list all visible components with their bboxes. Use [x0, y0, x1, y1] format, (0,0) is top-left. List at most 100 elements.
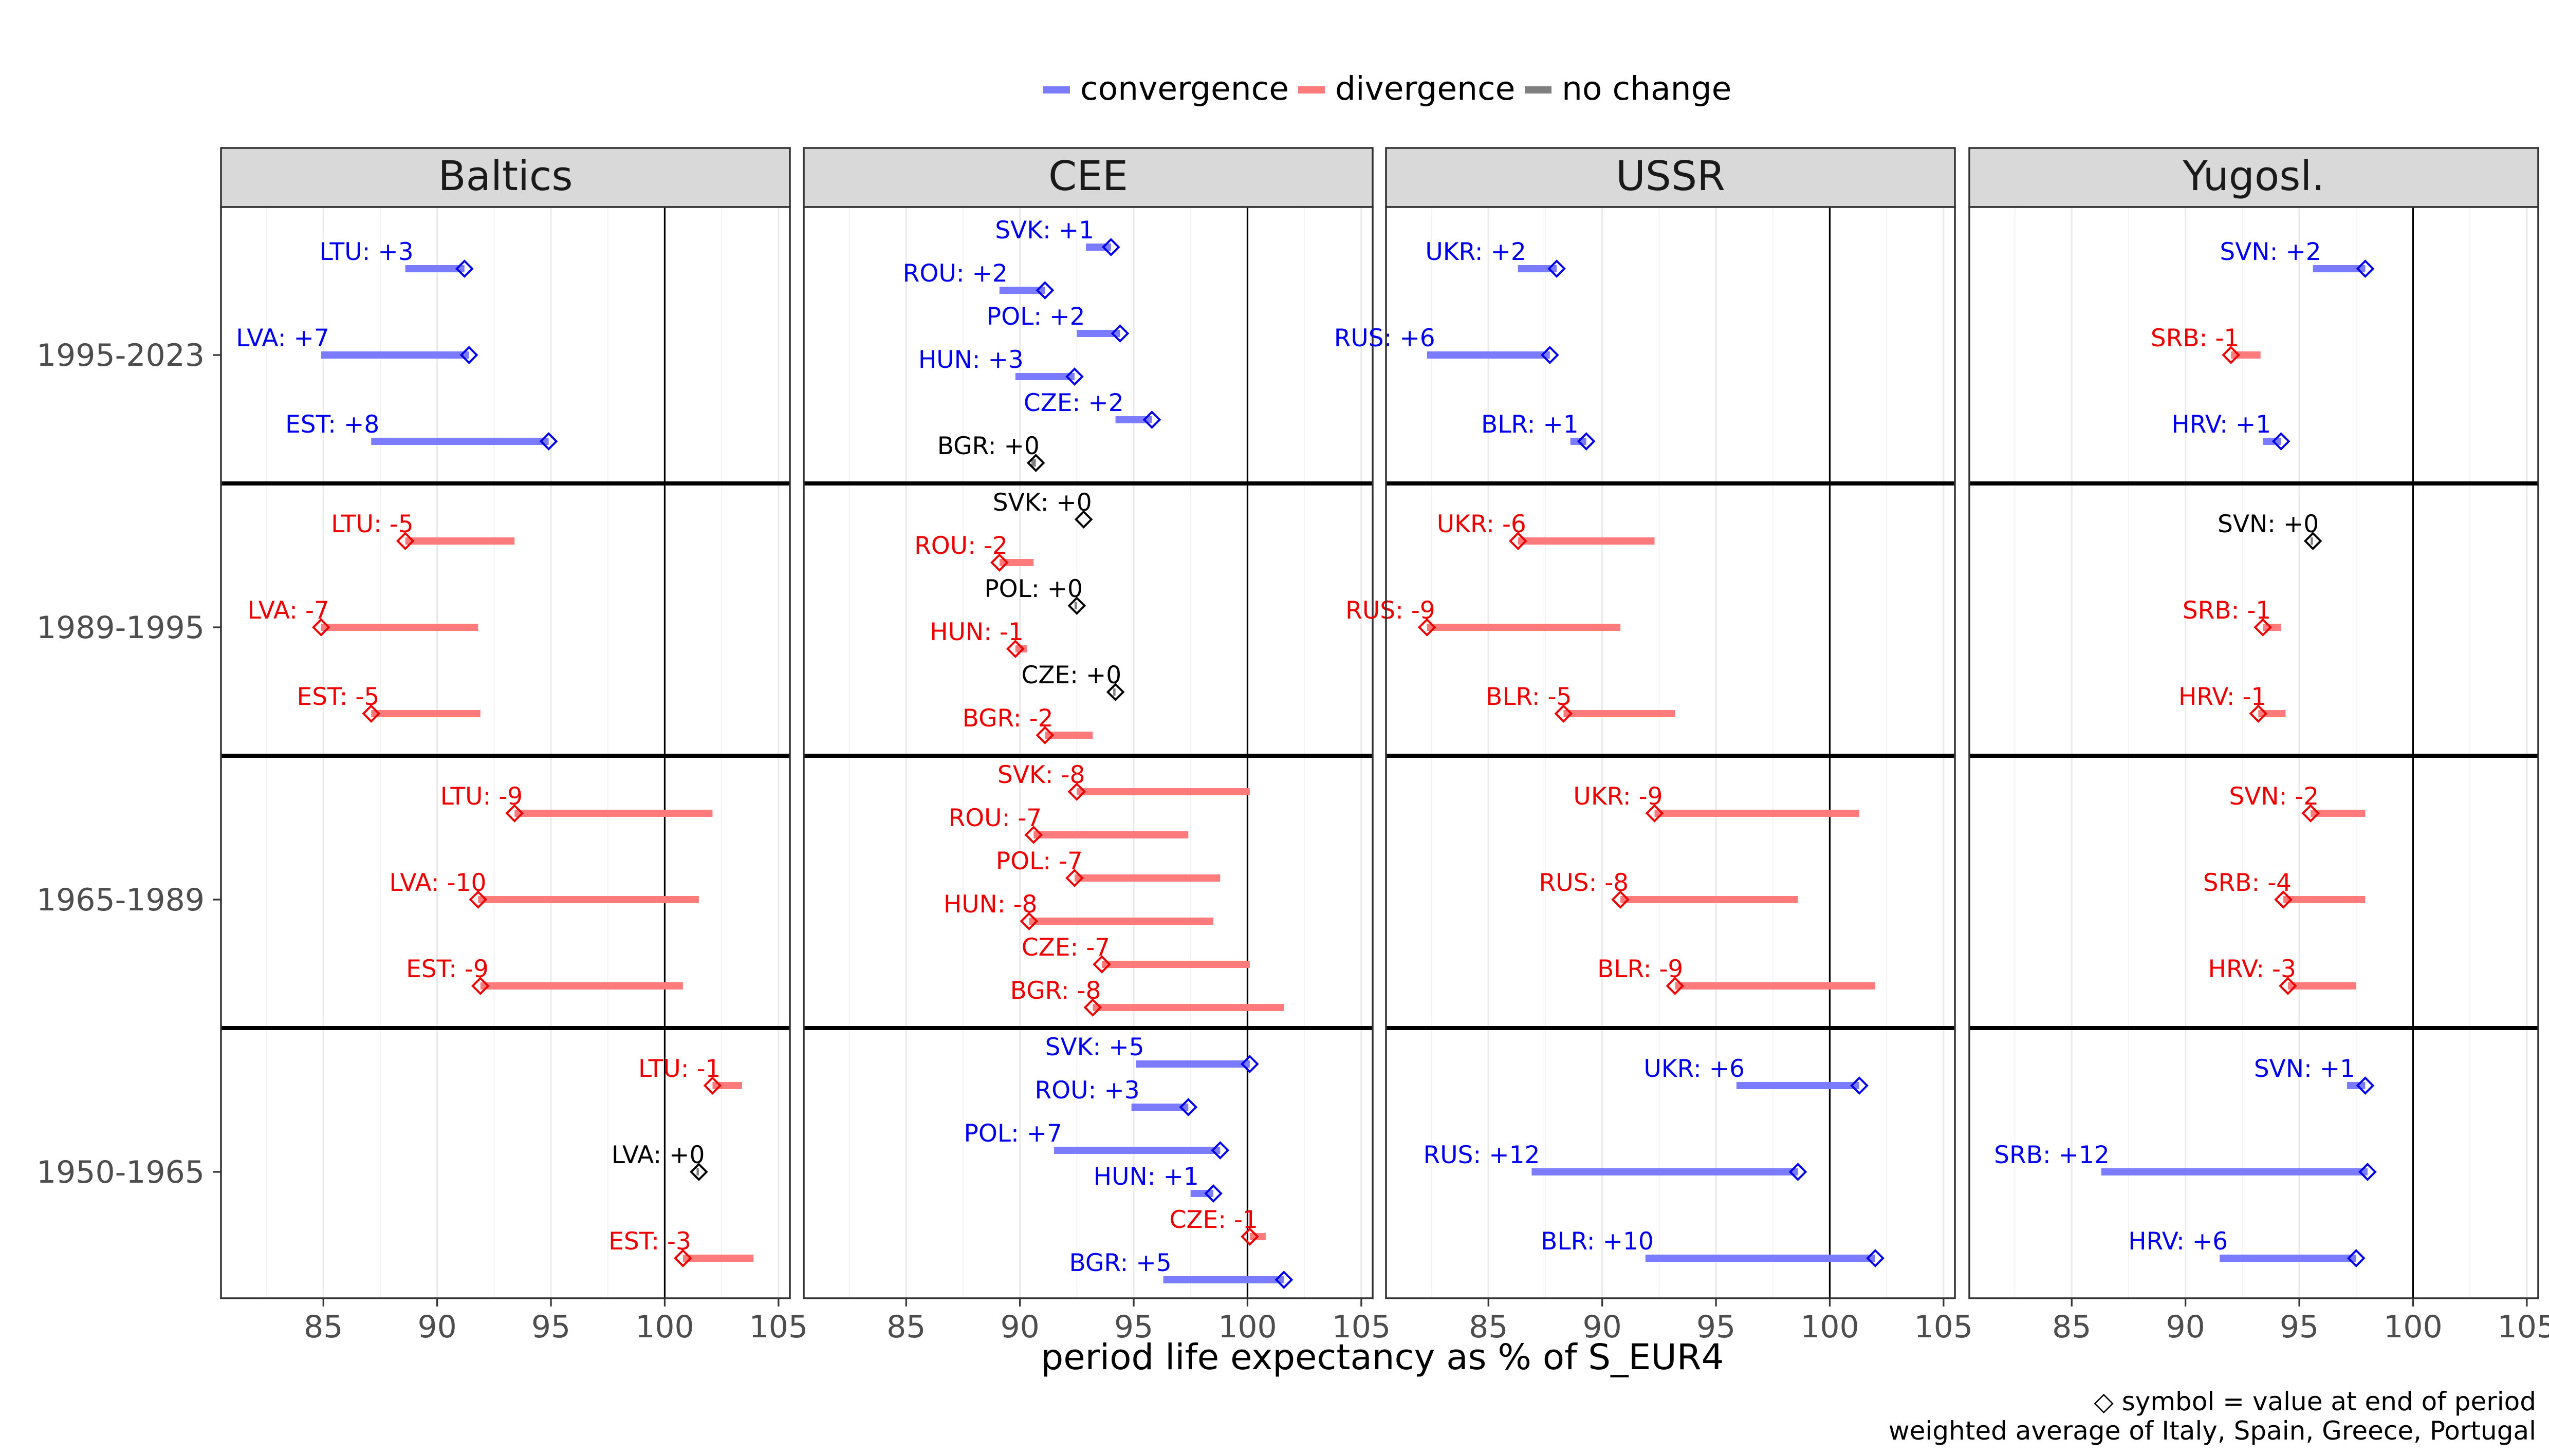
end-value-diamond — [1417, 618, 1436, 637]
end-value-diamond — [2249, 704, 2268, 723]
panel-background — [221, 207, 790, 1298]
end-value-diamond — [2358, 1163, 2377, 1181]
end-value-diamond — [1666, 977, 1685, 995]
x-tick-label: 90 — [1582, 1309, 1621, 1345]
x-tick-label: 85 — [304, 1309, 343, 1345]
end-value-diamond — [1083, 998, 1102, 1017]
data-label: POL: +2 — [987, 303, 1085, 331]
end-value-diamond — [1866, 1249, 1885, 1267]
end-value-diamond — [1788, 1163, 1807, 1181]
data-label: EST: +8 — [285, 410, 379, 439]
panel-title: CEE — [1048, 153, 1128, 200]
end-value-diamond — [2356, 1076, 2375, 1095]
data-label: BLR: +10 — [1541, 1227, 1654, 1256]
end-value-diamond — [1006, 640, 1025, 658]
end-value-diamond — [471, 977, 490, 995]
y-axis-period-labels: 1995-2023 1989-1995 1965-1989 1950-1965 — [36, 338, 221, 1190]
x-tick-label: 105 — [1332, 1309, 1391, 1345]
data-label: EST: -9 — [406, 955, 489, 983]
data-label: SVN: +2 — [2220, 238, 2321, 266]
data-label: BLR: +1 — [1481, 410, 1579, 439]
panel-border — [220, 206, 791, 1299]
dumbbell-lva-1989-1995: LVA: -7 — [248, 596, 478, 637]
dumbbell-hun-1995-2023: HUN: +3 — [918, 346, 1084, 386]
data-label: UKR: +2 — [1425, 238, 1526, 266]
data-label: LVA: -10 — [389, 869, 486, 897]
data-label: RUS: -8 — [1539, 869, 1629, 897]
dumbbell-svn-1950-1965: SVN: +1 — [2254, 1055, 2375, 1095]
data-label: POL: -7 — [996, 847, 1083, 875]
data-label: HRV: +1 — [2171, 410, 2271, 439]
x-tick-label: 85 — [2052, 1309, 2091, 1345]
dumbbell-svk-1950-1965: SVK: +5 — [1045, 1033, 1259, 1073]
end-value-diamond — [1036, 726, 1055, 744]
data-label: UKR: -9 — [1573, 782, 1663, 811]
end-value-diamond — [1540, 346, 1559, 364]
end-value-diamond — [505, 804, 524, 823]
dumbbell-ltu-1989-1995: LTU: -5 — [331, 510, 515, 550]
end-value-diamond — [674, 1249, 692, 1267]
end-value-diamond — [1074, 510, 1093, 529]
end-value-diamond — [1645, 804, 1664, 823]
dumbbell-pol-1995-2023: POL: +2 — [987, 303, 1130, 343]
data-label: SVN: +0 — [2218, 510, 2319, 538]
panel-border — [1968, 206, 2539, 1299]
data-label: BGR: +0 — [937, 432, 1040, 460]
x-tick-label: 85 — [886, 1309, 926, 1345]
panel-title: Yugosl. — [2183, 153, 2325, 200]
end-value-diamond — [2271, 432, 2291, 451]
end-value-diamond — [1547, 259, 1566, 278]
dumbbell-hrv-1995-2023: HRV: +1 — [2171, 410, 2291, 451]
dumbbell-rus-1965-1989: RUS: -8 — [1539, 869, 1798, 909]
panel-title: USSR — [1616, 153, 1725, 200]
dumbbell-rus-1950-1965: RUS: +12 — [1424, 1141, 1807, 1181]
data-label: SVN: -2 — [2229, 782, 2319, 811]
x-tick-label: 90 — [1000, 1309, 1039, 1345]
x-tick-label: 95 — [1696, 1309, 1735, 1345]
end-value-diamond — [1111, 324, 1130, 343]
dumbbell-svn-1965-1989: SVN: -2 — [2229, 782, 2366, 823]
y-tick-label: 1989-1995 — [36, 610, 205, 646]
dumbbell-rus-1989-1995: RUS: -9 — [1345, 596, 1621, 637]
data-label: RUS: +6 — [1334, 324, 1435, 352]
end-value-diamond — [2303, 532, 2322, 550]
dumbbell-blr-1965-1989: BLR: -9 — [1597, 955, 1876, 995]
data-label: ROU: -2 — [914, 532, 1008, 560]
x-tick-label: 90 — [2166, 1309, 2205, 1345]
end-value-diamond — [1020, 912, 1039, 930]
dumbbell-est-1995-2023: EST: +8 — [285, 410, 558, 451]
dumbbell-pol-1950-1965: POL: +7 — [964, 1119, 1230, 1160]
dumbbell-bgr-1950-1965: BGR: +5 — [1069, 1249, 1294, 1289]
end-value-diamond — [2279, 977, 2297, 995]
end-value-diamond — [1067, 782, 1086, 801]
dumbbell-rus-1995-2023: RUS: +6 — [1334, 324, 1559, 364]
panel-strip — [1968, 147, 2539, 208]
panel-background — [1386, 207, 1955, 1298]
y-tick-label: 1995-2023 — [36, 338, 205, 374]
dumbbell-blr-1995-2023: BLR: +1 — [1481, 410, 1596, 451]
dumbbell-svk-1989-1995: SVK: +0 — [993, 489, 1093, 529]
end-value-diamond — [690, 1163, 708, 1181]
x-tick-label: 105 — [749, 1309, 808, 1345]
data-label: HUN: -1 — [930, 618, 1024, 646]
end-value-diamond — [990, 553, 1009, 572]
dumbbell-ukr-1989-1995: UKR: -6 — [1437, 510, 1655, 550]
data-label: ROU: +3 — [1035, 1076, 1140, 1105]
data-label: UKR: +6 — [1643, 1055, 1745, 1083]
x-tick-label: 100 — [1218, 1309, 1277, 1345]
data-label: HUN: -8 — [944, 890, 1038, 919]
end-value-diamond — [2301, 804, 2320, 823]
dumbbell-svk-1965-1989: SVK: -8 — [998, 761, 1250, 801]
end-value-diamond — [1850, 1076, 1869, 1095]
end-value-diamond — [703, 1076, 722, 1095]
data-label: SVN: +1 — [2254, 1055, 2355, 1083]
data-label: HRV: +6 — [2128, 1227, 2228, 1256]
dumbbell-lva-1950-1965: LVA: +0 — [612, 1141, 708, 1181]
data-label: CZE: +2 — [1024, 389, 1124, 417]
dumbbell-cze-1965-1989: CZE: -7 — [1022, 934, 1250, 974]
data-label: LTU: -9 — [440, 782, 523, 811]
dumbbell-hrv-1989-1995: HRV: -1 — [2178, 683, 2286, 723]
dumbbell-hun-1950-1965: HUN: +1 — [1094, 1163, 1223, 1203]
data-label: CZE: +0 — [1021, 661, 1121, 689]
end-value-diamond — [1179, 1098, 1198, 1116]
